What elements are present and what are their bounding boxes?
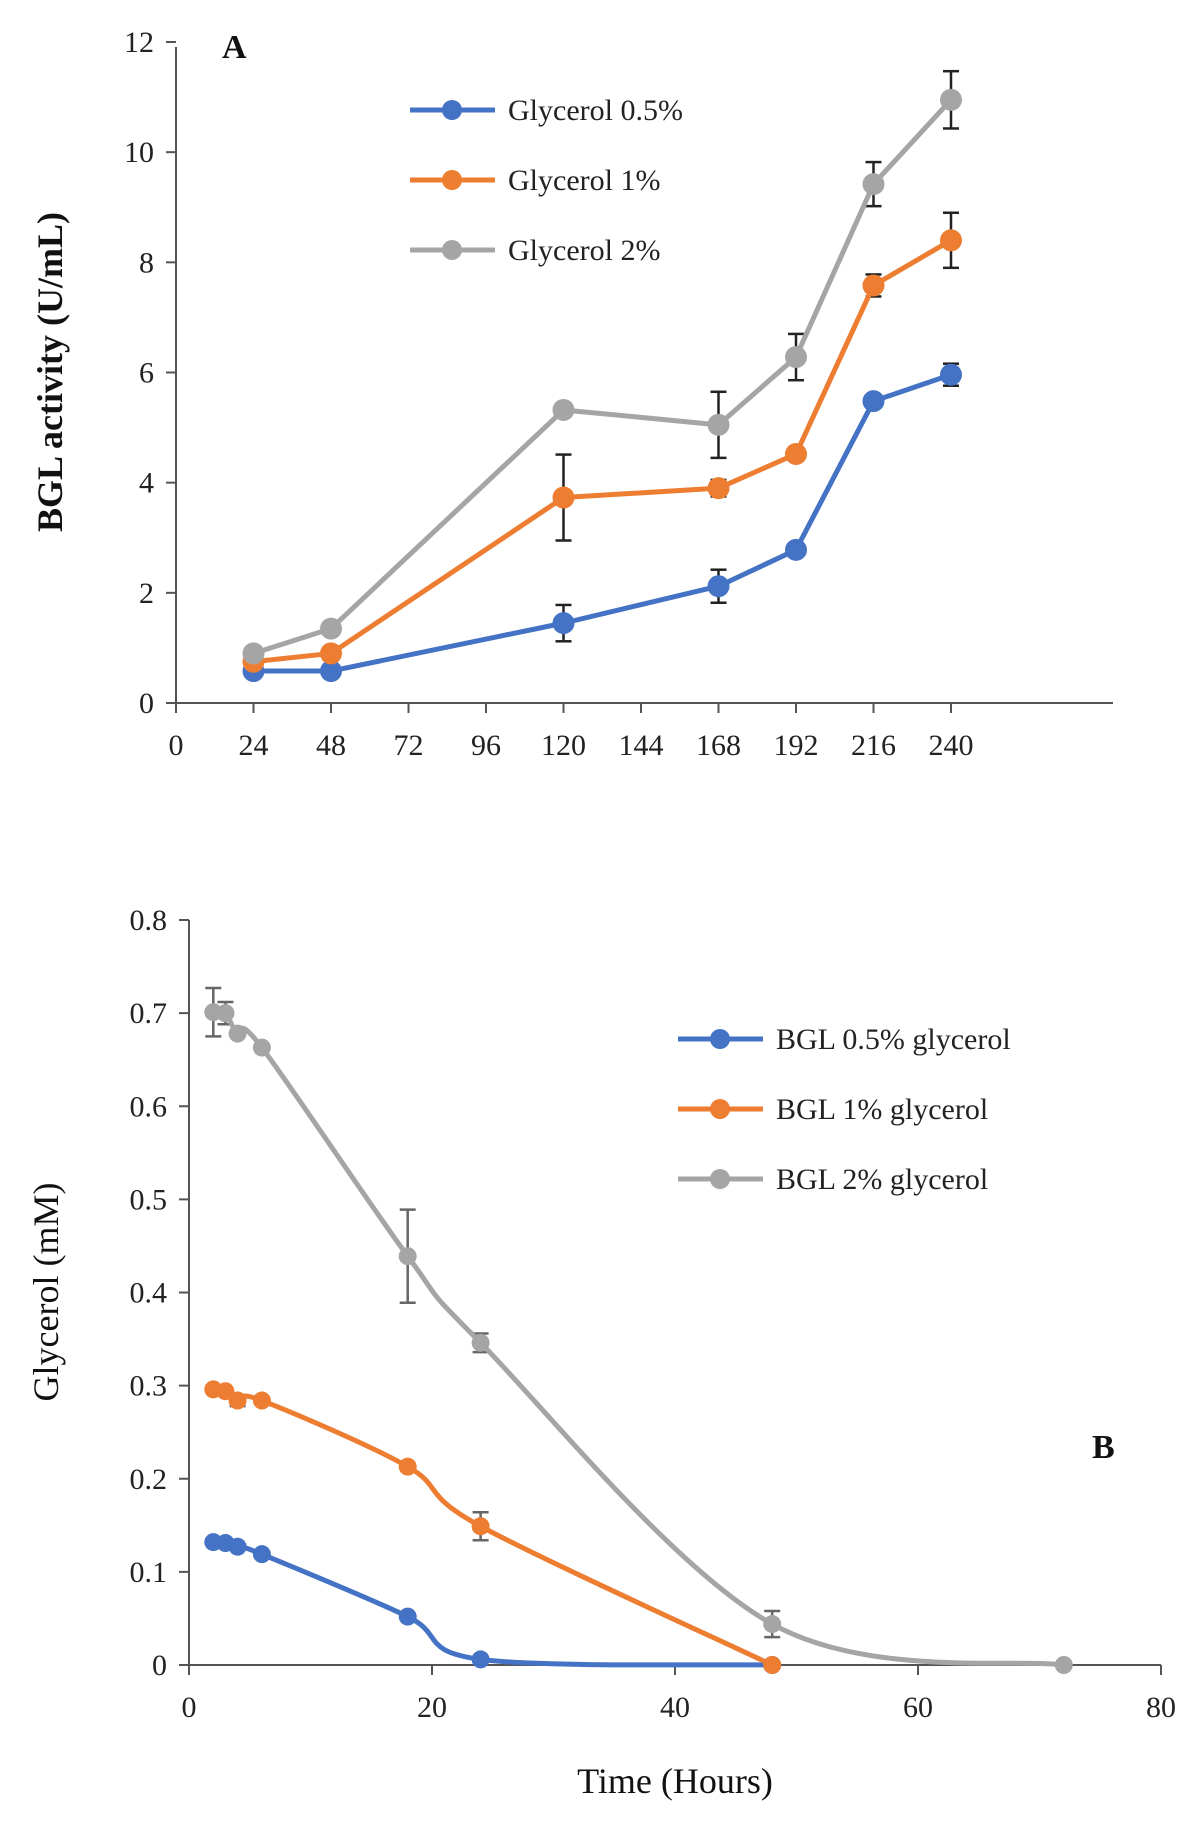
chart-a-point-0 (785, 538, 807, 561)
chart-a-point-1 (320, 642, 342, 665)
chart-b-x-tick-label: 60 (903, 1691, 933, 1724)
chart-a-y-tick-label: 8 (139, 246, 154, 279)
chart-a-legend: Glycerol 0.5% Glycerol 1% Glycerol 2% (410, 94, 683, 267)
chart-a-y-tick-label: 4 (139, 467, 154, 500)
chart-b-x-tick-label: 0 (182, 1691, 197, 1724)
chart-a-point-1 (552, 486, 575, 509)
chart-a-x-tick-label: 192 (774, 729, 819, 762)
chart-b-x-axis-title: Time (Hours) (577, 1761, 773, 1801)
chart-b-point-0 (252, 1545, 271, 1564)
chart-a-x-tick-label: 168 (696, 729, 741, 762)
chart-a-point-0 (707, 575, 730, 598)
chart-a-panel-label: A (222, 29, 247, 66)
chart-b-y-tick-label: 0 (152, 1649, 167, 1682)
chart-a-x-tick-label: 144 (619, 729, 664, 762)
chart-b-point-1 (398, 1457, 417, 1476)
chart-a-point-0 (940, 363, 962, 386)
chart-b-y-tick-label: 0.7 (130, 997, 168, 1030)
chart-a-point-0 (552, 612, 575, 635)
legend-a-label-0: Glycerol 0.5% (508, 94, 683, 127)
chart-a-y-tick-label: 2 (139, 577, 154, 610)
chart-b-x-tick-label: 20 (417, 1691, 447, 1724)
chart-panel-b: 0 0.1 0.2 0.3 0.4 0.5 0.6 0.7 0.8 0 20 40 60 80 B Gl… (26, 904, 1176, 1801)
chart-b-point-0 (398, 1607, 417, 1626)
chart-b-y-tick-label: 0.5 (130, 1183, 168, 1216)
chart-b-y-axis-title: Glycerol (mM) (26, 1183, 66, 1402)
chart-a-y-tick-label: 10 (124, 136, 154, 169)
chart-a-point-0 (862, 390, 885, 413)
chart-b-panel-label: B (1092, 1429, 1115, 1466)
legend-a-marker-2 (442, 240, 462, 260)
legend-a-marker-1 (442, 170, 462, 190)
legend-b-label-2: BGL 2% glycerol (776, 1163, 988, 1196)
chart-a-point-1 (862, 274, 885, 297)
chart-b-point-2 (398, 1247, 417, 1266)
chart-a-x-tick-label: 96 (471, 729, 501, 762)
chart-b-point-1 (471, 1517, 490, 1536)
chart-a-x-tick-label: 72 (394, 729, 424, 762)
chart-b-y-tick-label: 0.4 (130, 1277, 168, 1310)
chart-b-y-tick-label: 0.3 (130, 1370, 168, 1403)
legend-b-label-1: BGL 1% glycerol (776, 1093, 988, 1126)
chart-a-point-2 (785, 346, 807, 369)
chart-b-point-0 (471, 1650, 490, 1669)
chart-a-x-tick-label: 120 (541, 729, 586, 762)
chart-b-point-1 (228, 1391, 247, 1410)
chart-b-point-2 (763, 1615, 782, 1634)
legend-a-marker-0 (442, 100, 462, 120)
chart-a-point-2 (320, 617, 342, 640)
chart-a-x-tick-label: 216 (851, 729, 896, 762)
legend-b-marker-2 (710, 1169, 730, 1189)
legend-a-label-1: Glycerol 1% (508, 164, 660, 197)
chart-b-point-2 (1054, 1656, 1073, 1674)
chart-a-x-tick-label: 24 (239, 729, 269, 762)
legend-b-marker-1 (710, 1099, 730, 1119)
chart-b-y-tick-label: 0.2 (130, 1463, 168, 1496)
chart-b-y-tick-label: 0.8 (130, 904, 168, 937)
chart-a-point-2 (242, 642, 265, 665)
chart-b-x-tick-label: 40 (660, 1691, 690, 1724)
chart-b-point-1 (216, 1382, 235, 1401)
chart-b-point-1 (763, 1656, 782, 1674)
chart-b-point-0 (228, 1537, 247, 1556)
chart-b-point-2 (471, 1333, 490, 1352)
chart-a-y-tick-label: 12 (124, 26, 154, 59)
chart-a-x-tick-label: 240 (929, 729, 974, 762)
chart-a-y-axis-title: BGL activity (U/mL) (30, 212, 70, 532)
chart-a-point-0 (320, 660, 342, 683)
chart-a-point-1 (940, 229, 962, 252)
chart-b-x-tick-label: 80 (1146, 1691, 1176, 1724)
chart-a-y-tick-label: 6 (139, 357, 154, 390)
chart-b-point-2 (216, 1004, 235, 1023)
legend-a-label-2: Glycerol 2% (508, 234, 660, 267)
chart-a-point-1 (707, 477, 730, 500)
chart-b-y-tick-label: 0.1 (130, 1556, 168, 1589)
legend-b-label-0: BGL 0.5% glycerol (776, 1023, 1011, 1056)
chart-a-point-2 (552, 398, 575, 421)
chart-a-point-2 (862, 173, 885, 196)
chart-a-point-1 (785, 443, 807, 466)
chart-a-x-tick-label: 48 (316, 729, 346, 762)
chart-b-point-2 (228, 1024, 247, 1043)
chart-a-point-2 (707, 413, 730, 436)
chart-a-y-tick-label: 0 (139, 687, 154, 720)
chart-b-point-1 (252, 1391, 271, 1410)
chart-a-x-tick-label: 0 (169, 729, 184, 762)
chart-b-y-tick-label: 0.6 (130, 1090, 168, 1123)
chart-b-point-2 (252, 1038, 271, 1057)
chart-b-legend: BGL 0.5% glycerol BGL 1% glycerol BGL 2%… (678, 1023, 1011, 1196)
chart-a-point-2 (940, 88, 962, 111)
legend-b-marker-0 (710, 1029, 730, 1049)
